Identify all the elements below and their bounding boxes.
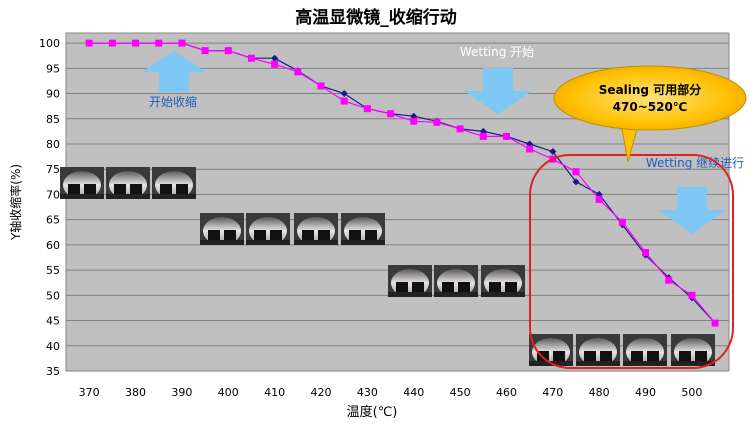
data-point [526,145,534,153]
y-tick-label: 90 [46,88,60,101]
microscope-images [60,167,715,366]
arrow-down-icon [658,187,726,234]
microscope-image [200,213,244,245]
y-tick-label: 50 [46,289,60,302]
data-point [201,47,209,55]
x-tick-label: 410 [264,386,285,399]
microscope-image [106,167,150,199]
data-point [294,68,302,76]
wetting-start-annotation: Wetting 开始 [460,45,534,114]
sealing-label: Sealing 可用部分 [599,82,701,97]
x-tick-label: 500 [681,386,702,399]
data-point [224,47,232,55]
data-point [271,54,279,62]
x-axis-label: 温度(℃) [347,404,398,420]
x-tick-label: 380 [125,386,146,399]
wetting-continue-annotation: Wetting 继续进行 [646,156,744,234]
microscope-image [152,167,196,199]
shrink-start-label: 开始收缩 [149,94,197,109]
y-tick-label: 40 [46,340,60,353]
data-point [456,125,464,133]
data-point [85,39,93,47]
y-tick-label: 85 [46,113,60,126]
microscope-image [60,167,104,199]
data-point [665,276,673,284]
x-tick-label: 440 [403,386,424,399]
data-point [132,39,140,47]
y-tick-label: 95 [46,62,60,75]
x-tick-label: 480 [589,386,610,399]
sealing-highlight [529,154,734,369]
microscope-image [481,265,525,297]
series-1 [85,39,719,327]
data-point [387,110,395,118]
x-tick-label: 390 [171,386,192,399]
microscope-image [623,334,667,366]
arrow-up-icon [142,51,206,92]
data-point [479,132,487,140]
data-point [340,97,348,105]
y-tick-label: 75 [46,163,60,176]
data-point [572,178,580,186]
chart-title: 高温显微镜_收缩行动 [295,7,457,28]
x-tick-label: 370 [79,386,100,399]
x-tick-label: 460 [496,386,517,399]
data-point [178,39,186,47]
data-point [688,291,696,299]
data-point [410,117,418,125]
data-point [317,82,325,90]
data-point [271,60,279,68]
data-point [711,319,719,327]
y-tick-label: 45 [46,315,60,328]
x-tick-label: 450 [450,386,471,399]
microscope-image [434,265,478,297]
data-point [572,168,580,176]
y-axis-label: Y轴收缩率(%) [8,164,23,241]
x-tick-label: 430 [357,386,378,399]
x-tick-label: 400 [218,386,239,399]
y-tick-label: 55 [46,264,60,277]
sealing-callout: Sealing 可用部分 470~520℃ [553,65,747,163]
data-point [340,90,348,98]
microscope-image [388,265,432,297]
data-point [642,248,650,256]
data-point [433,118,441,126]
data-point [618,218,626,226]
y-tick-label: 60 [46,239,60,252]
data-point [155,39,163,47]
x-tick-label: 470 [542,386,563,399]
microscope-image [671,334,715,366]
data-point [595,195,603,203]
data-point [549,148,557,156]
microscope-image [294,213,338,245]
arrow-down-icon [464,68,532,114]
y-axis: 35 40 45 50 55 60 65 70 75 80 85 90 95 100 [39,37,60,378]
x-axis: 370 380 390 400 410 420 430 440 450 460 470 480 490 5… [79,386,703,399]
data-point [363,105,371,113]
x-tick-label: 490 [635,386,656,399]
data-point [108,39,116,47]
y-tick-label: 80 [46,138,60,151]
data-point [502,132,510,140]
callout-bubble [553,65,747,131]
y-tick-label: 65 [46,214,60,227]
microscope-image [576,334,620,366]
shrink-start-annotation: 开始收缩 [142,51,206,109]
wetting-continue-label: Wetting 继续进行 [646,156,744,170]
data-point [247,54,255,62]
y-tick-label: 100 [39,37,60,50]
x-tick-label: 420 [311,386,332,399]
sealing-range-label: 470~520℃ [613,100,688,114]
y-tick-label: 70 [46,188,60,201]
wetting-start-label: Wetting 开始 [460,45,534,59]
microscope-image [341,213,385,245]
series-line [89,42,716,324]
microscope-image [246,213,290,245]
series [85,39,719,327]
y-tick-label: 35 [46,365,60,378]
